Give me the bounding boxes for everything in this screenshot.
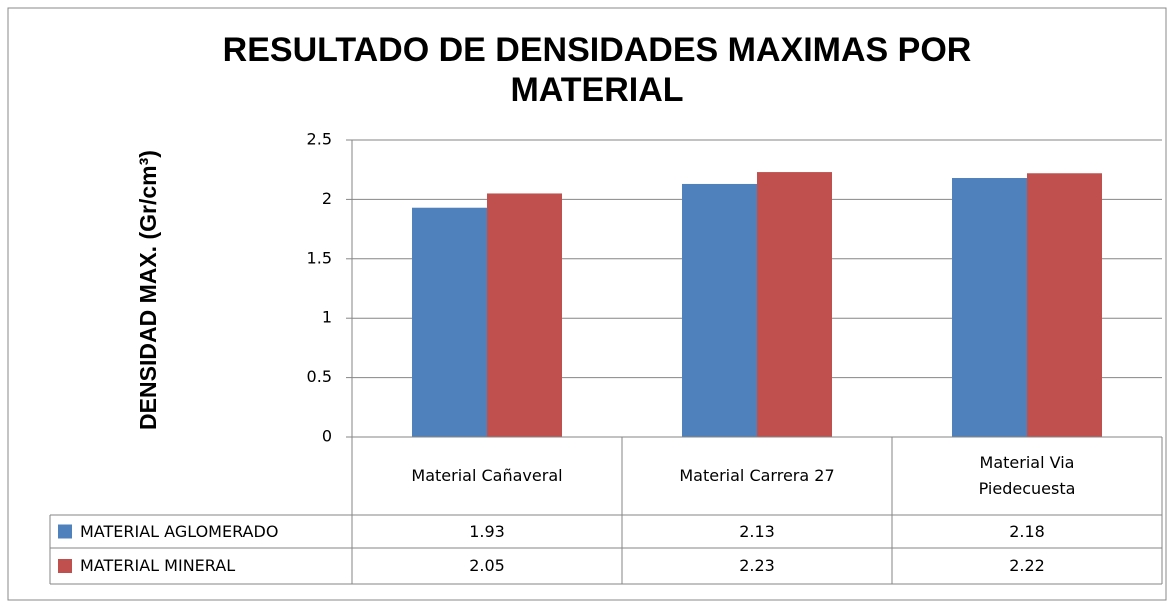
data-table-value: 1.93 (469, 521, 505, 541)
x-tick-label-box: Material Via Piedecuesta (978, 453, 1076, 498)
y-tick-label: 0 (322, 427, 332, 446)
legend-key (58, 559, 72, 573)
y-axis-label: DENSIDAD MAX. (Gr/cm³) (135, 150, 161, 430)
data-table-value: 2.22 (1009, 556, 1045, 575)
y-tick-label: 2 (322, 189, 332, 208)
data-table-value-box: 2.18 (1009, 521, 1045, 541)
chart-title: RESULTADO DE DENSIDADES MAXIMAS POR MATE… (222, 31, 972, 109)
bar (952, 178, 1027, 438)
data-table-value: 2.05 (469, 556, 505, 575)
bar (757, 172, 832, 438)
data-table-value-box: 2.22 (1009, 556, 1045, 575)
bar (412, 207, 487, 437)
y-tick-label: 1.5 (307, 248, 332, 267)
y-tick-label: 1 (322, 308, 332, 327)
data-table-value: 2.23 (739, 556, 775, 575)
y-tick-label: 0.5 (307, 367, 332, 386)
data-table-value: 2.18 (1009, 521, 1045, 541)
y-tick-label: 2.5 (307, 130, 332, 149)
x-tick-label: Material Cañaveral (411, 466, 563, 485)
x-tick-label-box: Material Cañaveral (411, 466, 563, 485)
legend-label: MATERIAL AGLOMERADO (80, 521, 279, 541)
data-table-value-box: 2.05 (469, 556, 505, 575)
x-tick-label-box: Material Carrera 27 (679, 466, 835, 485)
legend-label: MATERIAL MINERAL (80, 556, 236, 575)
legend-label-box: MATERIAL AGLOMERADO (80, 521, 279, 541)
data-table-value: 2.13 (739, 521, 775, 541)
legend-key (58, 524, 72, 539)
data-table-value-box: 1.93 (469, 521, 505, 541)
x-tick-label: Material Carrera 27 (679, 466, 835, 485)
bar (1027, 173, 1102, 438)
legend-label-box: MATERIAL MINERAL (80, 556, 236, 575)
bar (487, 193, 562, 437)
x-tick-label: Material Via Piedecuesta (978, 453, 1076, 498)
data-table-value-box: 2.13 (739, 521, 775, 541)
bar (682, 183, 757, 437)
data-table-value-box: 2.23 (739, 556, 775, 575)
